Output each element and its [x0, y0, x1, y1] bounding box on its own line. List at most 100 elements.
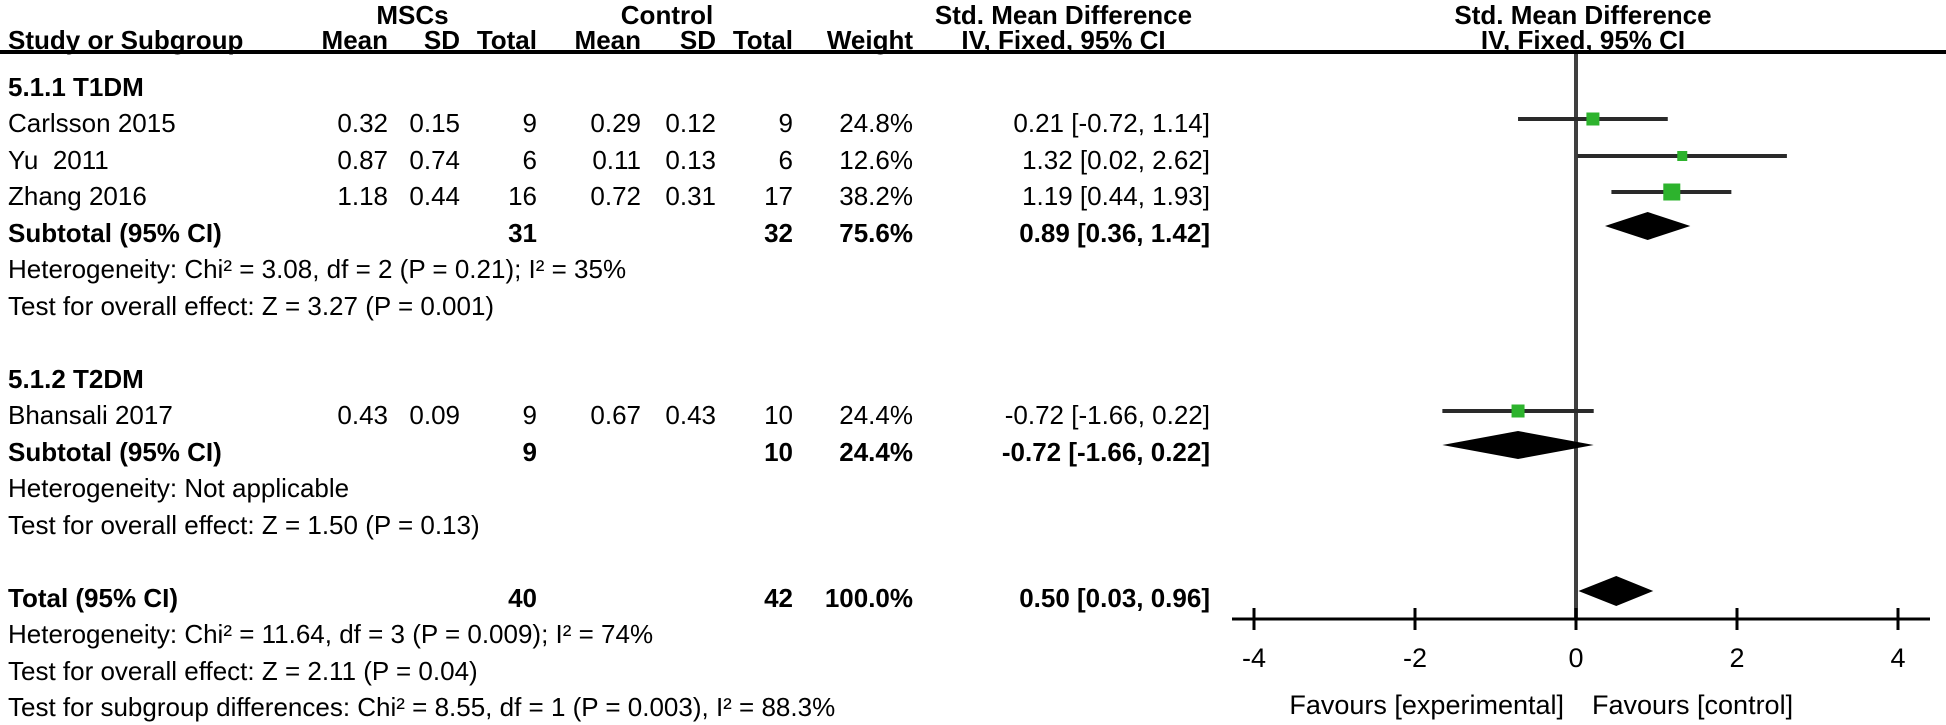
heterogeneity-note: Heterogeneity: Chi² = 3.08, df = 2 (P = …	[8, 254, 627, 284]
subtotal-diamond	[1442, 431, 1594, 459]
overall-effect-note: Test for overall effect: Z = 1.50 (P = 0…	[8, 510, 480, 540]
heterogeneity-note: Heterogeneity: Not applicable	[8, 473, 350, 503]
effect-measure-header-right: Std. Mean Difference	[1454, 0, 1712, 30]
table-row: Heterogeneity: Chi² = 3.08, df = 2 (P = …	[0, 251, 1230, 287]
table-row: Test for overall effect: Z = 1.50 (P = 0…	[0, 507, 1230, 543]
control-total: 10	[764, 400, 793, 430]
control-total: 6	[778, 145, 793, 175]
column-header-weight: Weight	[826, 25, 913, 55]
msc-total: 9	[522, 437, 537, 467]
favours-experimental-label: Favours [experimental]	[1289, 690, 1564, 720]
msc-sd: 0.44	[409, 181, 460, 211]
total-label: Total (95% CI)	[8, 583, 178, 613]
subtotal-diamond	[1604, 212, 1691, 240]
smd-ci-text: 1.19 [0.44, 1.93]	[1022, 181, 1210, 211]
control-sd: 0.13	[665, 145, 716, 175]
column-group-control: Control	[620, 0, 714, 30]
x-tick-label: 4	[1890, 643, 1905, 673]
msc-mean: 0.87	[337, 145, 388, 175]
x-tick-label: -4	[1242, 643, 1266, 673]
favours-control-label: Favours [control]	[1592, 690, 1793, 720]
msc-total: 31	[508, 218, 537, 248]
column-header-mean-msc: Mean	[321, 25, 388, 55]
table-row: Subtotal (95% CI) 31 32 75.6% 0.89 [0.36, 1.…	[0, 215, 1230, 251]
control-sd: 0.43	[665, 400, 716, 430]
x-tick-label: 2	[1729, 643, 1744, 673]
control-total: 32	[764, 218, 793, 248]
header-divider	[0, 50, 1946, 54]
subgroup-label: 5.1.1 T1DM	[8, 72, 144, 102]
column-group-experimental: MSCs	[376, 0, 449, 30]
msc-mean: 1.18	[337, 181, 388, 211]
table-row: 5.1.1 T1DM	[0, 69, 1230, 105]
table-row: Test for subgroup differences: Chi² = 8.…	[0, 689, 1230, 725]
msc-mean: 0.32	[337, 108, 388, 138]
control-mean: 0.11	[592, 145, 641, 175]
study-name: Yu 2011	[8, 145, 109, 175]
msc-total: 9	[522, 400, 537, 430]
table-row: Heterogeneity: Not applicable	[0, 470, 1230, 506]
msc-total: 16	[508, 181, 537, 211]
column-header-mean-control: Mean	[574, 25, 641, 55]
overall-effect-note: Test for overall effect: Z = 3.27 (P = 0…	[8, 291, 495, 321]
total-weight: 100.0%	[824, 583, 913, 613]
table-row: Test for overall effect: Z = 3.27 (P = 0…	[0, 288, 1230, 324]
column-header-total-msc: Total	[476, 25, 537, 55]
msc-sd: 0.74	[409, 145, 460, 175]
control-mean: 0.29	[590, 108, 641, 138]
study-weight: 24.8%	[839, 108, 913, 138]
smd-ci-text: -0.72 [-1.66, 0.22]	[1004, 400, 1210, 430]
study-weight: 12.6%	[839, 145, 913, 175]
table-row: Zhang 2016 1.18 0.44 16 0.72 0.31 17 38.2% 1.19 …	[0, 178, 1230, 214]
control-sd: 0.12	[665, 108, 716, 138]
subtotal-ci-text: -0.72 [-1.66, 0.22]	[1001, 437, 1210, 467]
table-row: Carlsson 2015 0.32 0.15 9 0.29 0.12 9 24.8% 0.21…	[0, 105, 1230, 141]
column-header-total-control: Total	[732, 25, 793, 55]
study-weight: 24.4%	[839, 400, 913, 430]
msc-total: 6	[522, 145, 537, 175]
method-header-right: IV, Fixed, 95% CI	[1480, 25, 1686, 55]
footer-note: Test for overall effect: Z = 2.11 (P = 0…	[8, 656, 478, 686]
effect-square	[1511, 404, 1525, 418]
msc-sd: 0.15	[409, 108, 460, 138]
msc-total: 40	[508, 583, 537, 613]
total-ci-text: 0.50 [0.03, 0.96]	[1019, 583, 1210, 613]
study-name: Bhansali 2017	[8, 400, 173, 430]
control-total: 9	[778, 108, 793, 138]
total-diamond	[1578, 576, 1654, 606]
msc-mean: 0.43	[337, 400, 388, 430]
msc-total: 9	[522, 108, 537, 138]
msc-sd: 0.09	[409, 400, 460, 430]
effect-square	[1663, 183, 1681, 201]
subtotal-ci-text: 0.89 [0.36, 1.42]	[1019, 218, 1210, 248]
control-total: 10	[764, 437, 793, 467]
study-weight: 38.2%	[839, 181, 913, 211]
footer-note: Heterogeneity: Chi² = 11.64, df = 3 (P =…	[8, 619, 654, 649]
control-mean: 0.67	[590, 400, 641, 430]
effect-square	[1677, 151, 1688, 161]
control-sd: 0.31	[665, 181, 716, 211]
subtotal-label: Subtotal (95% CI)	[8, 218, 222, 248]
subtotal-weight: 75.6%	[839, 218, 913, 248]
table-row: Heterogeneity: Chi² = 11.64, df = 3 (P =…	[0, 616, 1230, 652]
table-row: Test for overall effect: Z = 2.11 (P = 0…	[0, 653, 1230, 689]
column-header-study: Study or Subgroup	[8, 25, 244, 55]
subtotal-weight: 24.4%	[839, 437, 913, 467]
subgroup-label: 5.1.2 T2DM	[8, 364, 144, 394]
effect-measure-header-left: Std. Mean Difference	[934, 0, 1193, 30]
column-header-sd-control: SD	[679, 25, 716, 55]
smd-ci-text: 0.21 [-0.72, 1.14]	[1013, 108, 1210, 138]
footer-note: Test for subgroup differences: Chi² = 8.…	[8, 692, 836, 722]
control-total: 42	[764, 583, 793, 613]
study-name: Carlsson 2015	[8, 108, 176, 138]
control-mean: 0.72	[590, 181, 641, 211]
effect-square	[1586, 112, 1600, 126]
table-row: Subtotal (95% CI) 9 10 24.4% -0.72 [-1.66, 0…	[0, 434, 1230, 470]
study-name: Zhang 2016	[8, 181, 147, 211]
control-total: 17	[764, 181, 793, 211]
x-tick-label: -2	[1403, 643, 1427, 673]
table-row: 5.1.2 T2DM	[0, 361, 1230, 397]
smd-ci-text: 1.32 [0.02, 2.62]	[1022, 145, 1210, 175]
x-tick-label: 0	[1568, 643, 1583, 673]
